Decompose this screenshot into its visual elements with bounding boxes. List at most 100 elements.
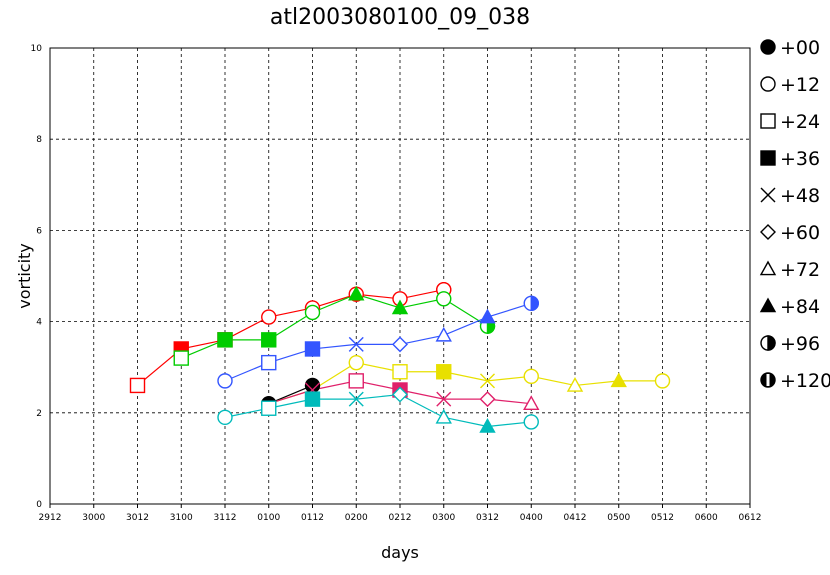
legend-item: +12 — [760, 74, 820, 96]
data-point — [523, 395, 540, 410]
data-point — [479, 418, 496, 433]
data-point — [348, 285, 365, 301]
y-axis: 0 2 4 6 8 10 — [31, 44, 43, 510]
legend-item: +60 — [760, 222, 820, 244]
data-point — [435, 326, 452, 342]
data-point — [523, 368, 539, 385]
x-axis: 2912 3000 3012 3100 3112 0100 0112 0200 0212 0300… — [39, 504, 762, 523]
data-point — [760, 76, 776, 92]
data-point — [435, 408, 452, 424]
data-point — [759, 260, 777, 276]
y-tick-label: 2 — [36, 409, 42, 419]
data-point — [129, 377, 146, 394]
data-point — [760, 39, 776, 55]
legend-label: +120 — [780, 370, 830, 392]
data-point — [348, 354, 364, 371]
x-tick-label: 0100 — [257, 513, 280, 523]
data-point — [348, 336, 364, 352]
data-point — [436, 391, 452, 407]
y-tick-label: 8 — [36, 135, 42, 145]
x-tick-label: 0400 — [520, 513, 543, 523]
legend-item: +96 — [760, 333, 820, 355]
data-point — [392, 364, 408, 380]
data-point — [348, 373, 364, 389]
data-point — [304, 341, 321, 357]
x-tick-label: 3012 — [126, 513, 149, 523]
data-point — [304, 391, 321, 407]
series-line — [268, 362, 663, 405]
data-point — [760, 187, 776, 203]
x-tick-label: 3112 — [214, 513, 237, 523]
data-point — [760, 372, 776, 388]
data-point — [217, 409, 233, 426]
legend: +00 +12 +24 +36 +48 +60 +72 +84 +96 +120 — [759, 37, 830, 392]
data-point — [759, 297, 777, 313]
y-tick-label: 10 — [31, 44, 43, 54]
data-point — [173, 350, 189, 366]
data-point — [392, 336, 408, 353]
x-tick-label: 0612 — [739, 513, 762, 523]
legend-item: +72 — [759, 259, 820, 281]
x-tick-label: 0212 — [389, 513, 412, 523]
legend-label: +00 — [780, 37, 820, 59]
x-tick-label: 2912 — [39, 513, 62, 523]
data-point — [436, 364, 452, 380]
data-point — [760, 224, 776, 240]
x-tick-label: 3100 — [170, 513, 193, 523]
data-point — [348, 391, 364, 407]
data-point — [610, 372, 627, 388]
legend-label: +48 — [780, 185, 820, 207]
legend-label: +96 — [780, 333, 820, 355]
x-tick-label: 0500 — [607, 513, 630, 523]
data-point — [654, 373, 671, 389]
data-point — [479, 308, 496, 324]
data-point — [523, 295, 539, 312]
legend-item: +36 — [760, 148, 820, 170]
legend-label: +72 — [780, 259, 820, 281]
legend-item: +24 — [760, 111, 820, 133]
x-tick-label: 0600 — [695, 513, 718, 523]
data-point — [304, 304, 321, 321]
legend-label: +12 — [780, 74, 820, 96]
data-point — [479, 391, 496, 408]
legend-item: +00 — [760, 37, 820, 59]
y-tick-label: 6 — [36, 226, 42, 236]
legend-label: +36 — [780, 148, 820, 170]
legend-label: +60 — [780, 222, 820, 244]
x-tick-label: 0300 — [432, 513, 455, 523]
data-point — [480, 373, 495, 389]
legend-item: +120 — [760, 370, 830, 392]
data-point — [760, 113, 776, 129]
data-point — [261, 400, 277, 416]
legend-item: +84 — [759, 296, 820, 318]
data-point — [760, 150, 776, 166]
x-tick-label: 0312 — [476, 513, 499, 523]
chart-title: atl2003080100_09_038 — [270, 5, 530, 30]
data-point — [566, 376, 584, 392]
grid — [50, 48, 750, 504]
y-tick-label: 4 — [36, 318, 42, 328]
data-point — [391, 299, 409, 315]
x-tick-label: 0512 — [651, 513, 674, 523]
y-tick-label: 0 — [36, 500, 42, 510]
data-point — [392, 386, 408, 403]
data-point — [261, 309, 277, 325]
data-point — [523, 414, 539, 430]
data-point — [261, 354, 277, 371]
data-point — [217, 332, 233, 348]
x-tick-label: 0112 — [301, 513, 324, 523]
y-axis-label: vorticity — [15, 243, 34, 309]
data-point — [261, 332, 277, 348]
data-point — [217, 373, 233, 389]
data-point — [436, 291, 452, 307]
series-markers — [129, 281, 671, 433]
legend-item: +48 — [760, 185, 820, 207]
x-tick-label: 0200 — [345, 513, 368, 523]
legend-label: +24 — [780, 111, 820, 133]
x-tick-label: 0412 — [564, 513, 587, 523]
data-point — [760, 335, 776, 351]
x-tick-label: 3000 — [82, 513, 105, 523]
x-axis-label: days — [381, 543, 419, 562]
